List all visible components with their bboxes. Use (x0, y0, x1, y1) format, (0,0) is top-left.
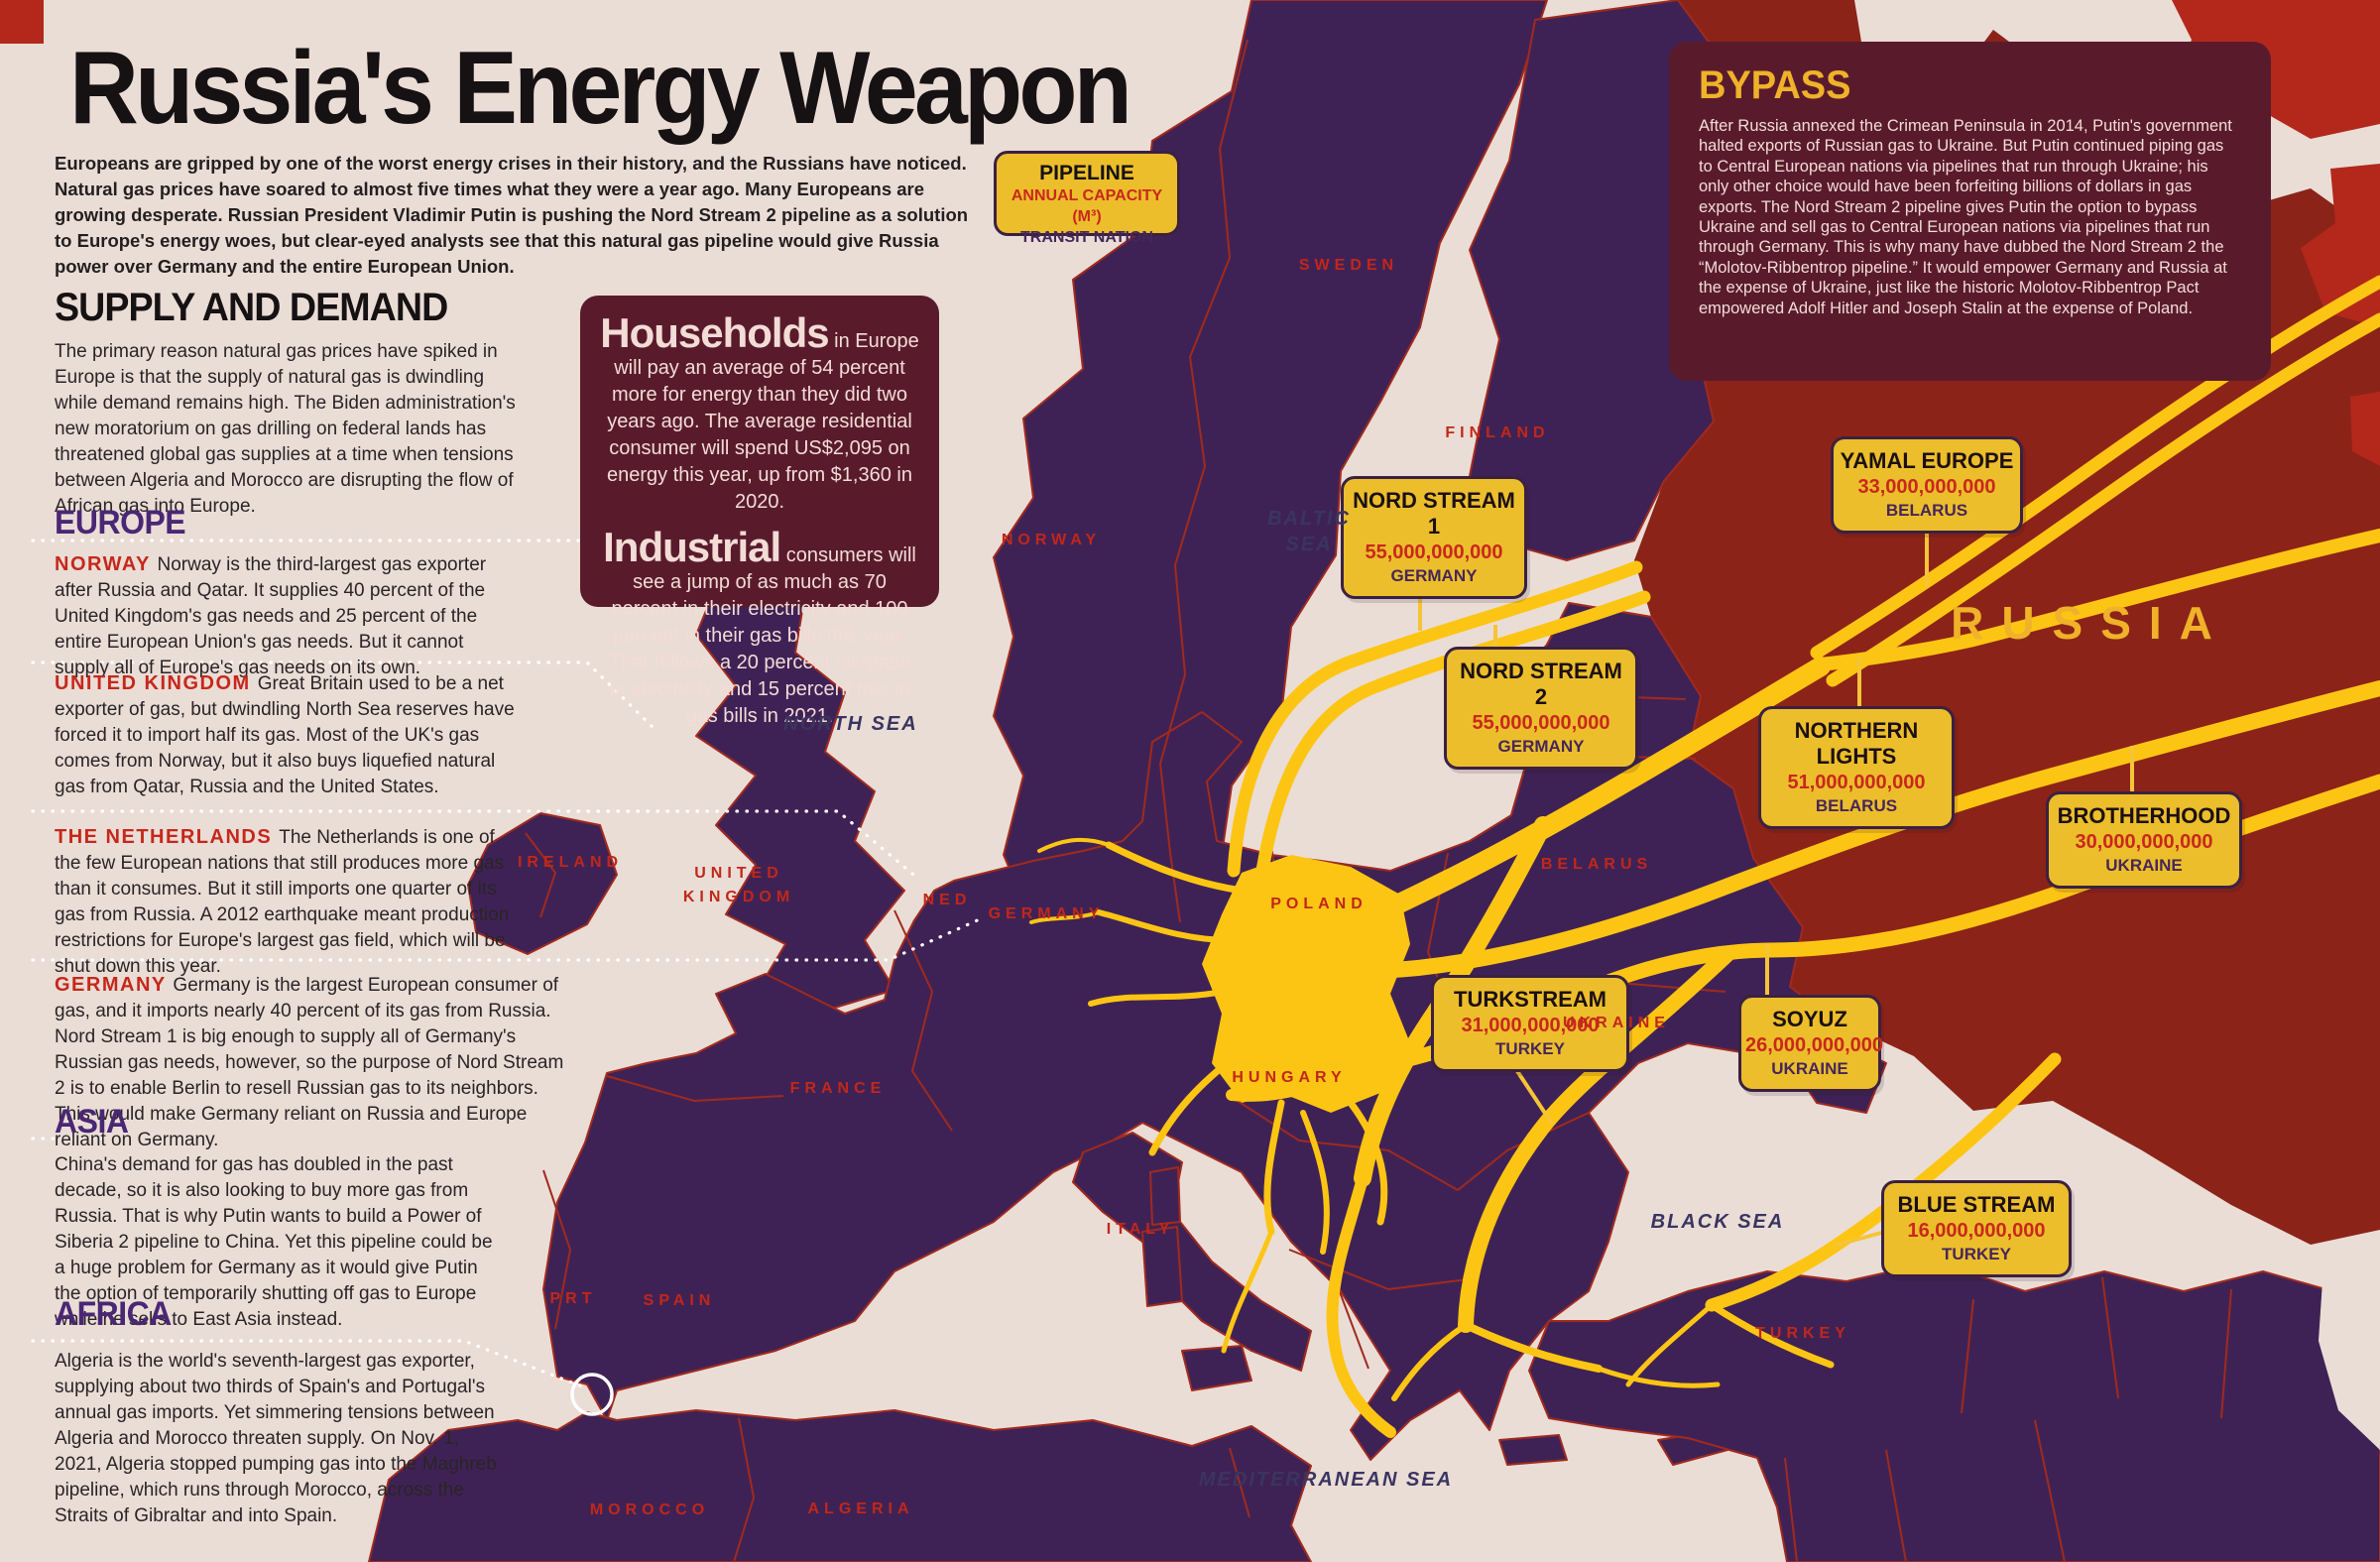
households-label: Households (600, 309, 829, 356)
pipeline-transit-nation: UKRAINE (2105, 856, 2183, 875)
country-section-label: THE NETHERLANDS (55, 826, 280, 848)
households-text: in Europe will pay an average of 54 perc… (607, 330, 919, 513)
pipeline-capacity: 55,000,000,000 (1365, 541, 1503, 563)
pipeline-box-soyuz: SOYUZ 26,000,000,000 UKRAINE (1738, 995, 1884, 1092)
map-label-russia: RUSSIA (1951, 597, 2230, 649)
pipeline-box-yamal-europe: YAMAL EUROPE 33,000,000,000 BELARUS (1831, 436, 2023, 534)
supply-demand-paragraph: The primary reason natural gas prices ha… (55, 341, 516, 517)
map-label-france: FRANCE (789, 1080, 887, 1097)
country-section-label: UNITED KINGDOM (55, 672, 258, 694)
map-label-united-kingdom: UNITED KINGDOM (682, 865, 795, 905)
europe-item-norway: NORWAY Norway is the third-largest gas e… (55, 551, 521, 681)
pipeline-name: YAMAL EUROPE (1840, 448, 2014, 473)
europe-heading: EUROPE (55, 504, 186, 541)
map-label-baltic-sea: BALTIC SEA (1267, 508, 1351, 555)
pipeline-name: NORD STREAM 1 (1353, 488, 1515, 539)
pipeline-transit-nation: GERMANY (1390, 566, 1478, 585)
map-label-norway: NORWAY (1001, 532, 1102, 548)
industrial-stat: Industrial consumers will see a jump of … (600, 527, 919, 730)
pipeline-capacity: 55,000,000,000 (1472, 712, 1610, 734)
country-section-label: GERMANY (55, 974, 174, 996)
pipeline-name: NORTHERN LIGHTS (1794, 718, 1919, 769)
legend-pipeline-label: PIPELINE (1039, 162, 1134, 184)
pipeline-box-nord-stream-1: NORD STREAM 1 55,000,000,000 GERMANY (1341, 476, 1527, 599)
pipeline-capacity: 16,000,000,000 (1907, 1220, 2046, 1242)
gibraltar-strait-marker (570, 1373, 614, 1416)
map-label-poland: POLAND (1270, 896, 1368, 912)
map-label-ned: NED (922, 892, 972, 908)
bypass-box: BYPASS After Russia annexed the Crimean … (1669, 42, 2271, 381)
map-label-italy: ITALY (1106, 1221, 1175, 1238)
bypass-heading: BYPASS (1699, 63, 1851, 107)
pipeline-name: TURKSTREAM (1454, 987, 1606, 1012)
pipeline-box-northern-lights: NORTHERN LIGHTS 51,000,000,000 BELARUS (1758, 706, 1955, 829)
pipeline-transit-nation: TURKEY (1495, 1039, 1565, 1058)
page-title: Russia's Energy Weapon (69, 31, 1132, 146)
country-section-label: NORWAY (55, 553, 158, 575)
pipeline-box-blue-stream: BLUE STREAM 16,000,000,000 TURKEY (1881, 1180, 2072, 1277)
pipeline-capacity: 31,000,000,000 (1461, 1015, 1600, 1036)
intro-paragraph: Europeans are gripped by one of the wors… (55, 153, 969, 277)
map-label-black-sea: BLACK SEA (1650, 1211, 1785, 1233)
households-stat: Households in Europe will pay an average… (600, 312, 919, 516)
map-label-algeria: ALGERIA (807, 1501, 914, 1517)
map-label-morocco: MOROCCO (589, 1502, 710, 1518)
industrial-label: Industrial (603, 524, 781, 570)
pipeline-transit-nation: BELARUS (1815, 796, 1898, 815)
africa-heading: AFRICA (55, 1295, 172, 1333)
africa-paragraph: Algeria is the world's seventh-largest g… (55, 1351, 497, 1526)
map-label-belarus: BELARUS (1540, 856, 1653, 873)
corner-decoration (0, 0, 44, 44)
map-label-prt: PRT (549, 1290, 597, 1307)
map-label-ireland: IRELAND (517, 854, 624, 871)
pipeline-name: BROTHERHOOD (2057, 803, 2231, 828)
pipeline-name: BLUE STREAM (1897, 1192, 2056, 1217)
pipeline-capacity: 51,000,000,000 (1787, 772, 1926, 793)
country-section-text: Germany is the largest European consumer… (55, 975, 564, 1150)
pipeline-capacity: 26,000,000,000 (1745, 1034, 1884, 1056)
pipeline-capacity: 30,000,000,000 (2075, 831, 2213, 853)
pipeline-name: NORD STREAM 2 (1460, 659, 1622, 709)
pipeline-transit-nation: GERMANY (1497, 737, 1585, 756)
map-label-north-sea: NORTH SEA (783, 713, 918, 735)
pipeline-transit-nation: UKRAINE (1771, 1059, 1848, 1078)
asia-heading: ASIA (55, 1103, 129, 1141)
pipeline-transit-nation: BELARUS (1885, 501, 1968, 520)
pipeline-capacity: 33,000,000,000 (1857, 476, 1996, 498)
map-label-hungary: HUNGARY (1232, 1069, 1347, 1086)
legend-capacity-label: ANNUAL CAPACITY (M³) (1011, 187, 1163, 225)
europe-item-united-kingdom: UNITED KINGDOM Great Britain used to be … (55, 670, 521, 800)
map-label-mediterranean-sea: MEDITERRANEAN SEA (1198, 1469, 1454, 1491)
asia-paragraph: China's demand for gas has doubled in th… (55, 1154, 493, 1330)
pipeline-transit-nation: TURKEY (1942, 1245, 2011, 1263)
supply-demand-heading: SUPPLY AND DEMAND (55, 286, 448, 329)
pipeline-legend: PIPELINE ANNUAL CAPACITY (M³) TRANSIT NA… (994, 151, 1180, 246)
map-label-spain: SPAIN (643, 1292, 716, 1309)
bypass-paragraph: After Russia annexed the Crimean Peninsu… (1699, 117, 2232, 317)
map-label-sweden: SWEDEN (1298, 257, 1399, 274)
country-section-text: Norway is the third-largest gas exporter… (55, 554, 487, 678)
industrial-text: consumers will see a jump of as much as … (608, 544, 916, 727)
map-label-germany: GERMANY (988, 905, 1105, 922)
pipeline-box-nord-stream-2: NORD STREAM 2 55,000,000,000 GERMANY (1444, 647, 1638, 770)
energy-cost-stats-box: Households in Europe will pay an average… (580, 296, 939, 727)
pipeline-box-brotherhood: BROTHERHOOD 30,000,000,000 UKRAINE (2046, 791, 2242, 889)
map-label-turkey: TURKEY (1755, 1325, 1850, 1342)
country-section-text: The Netherlands is one of the few Europe… (55, 827, 510, 977)
pipeline-name: SOYUZ (1772, 1007, 1847, 1031)
legend-transit-label: TRANSIT NATION (1020, 229, 1153, 246)
europe-item-the-netherlands: THE NETHERLANDS The Netherlands is one o… (55, 824, 521, 980)
map-label-ukraine: UKRAINE (1563, 1015, 1670, 1031)
pipeline-box-turkstream: TURKSTREAM 31,000,000,000 TURKEY (1431, 975, 1629, 1072)
map-label-finland: FINLAND (1445, 424, 1550, 441)
europe-item-germany: GERMANY Germany is the largest European … (55, 972, 566, 1153)
country-section-text: Great Britain used to be a net exporter … (55, 673, 515, 797)
